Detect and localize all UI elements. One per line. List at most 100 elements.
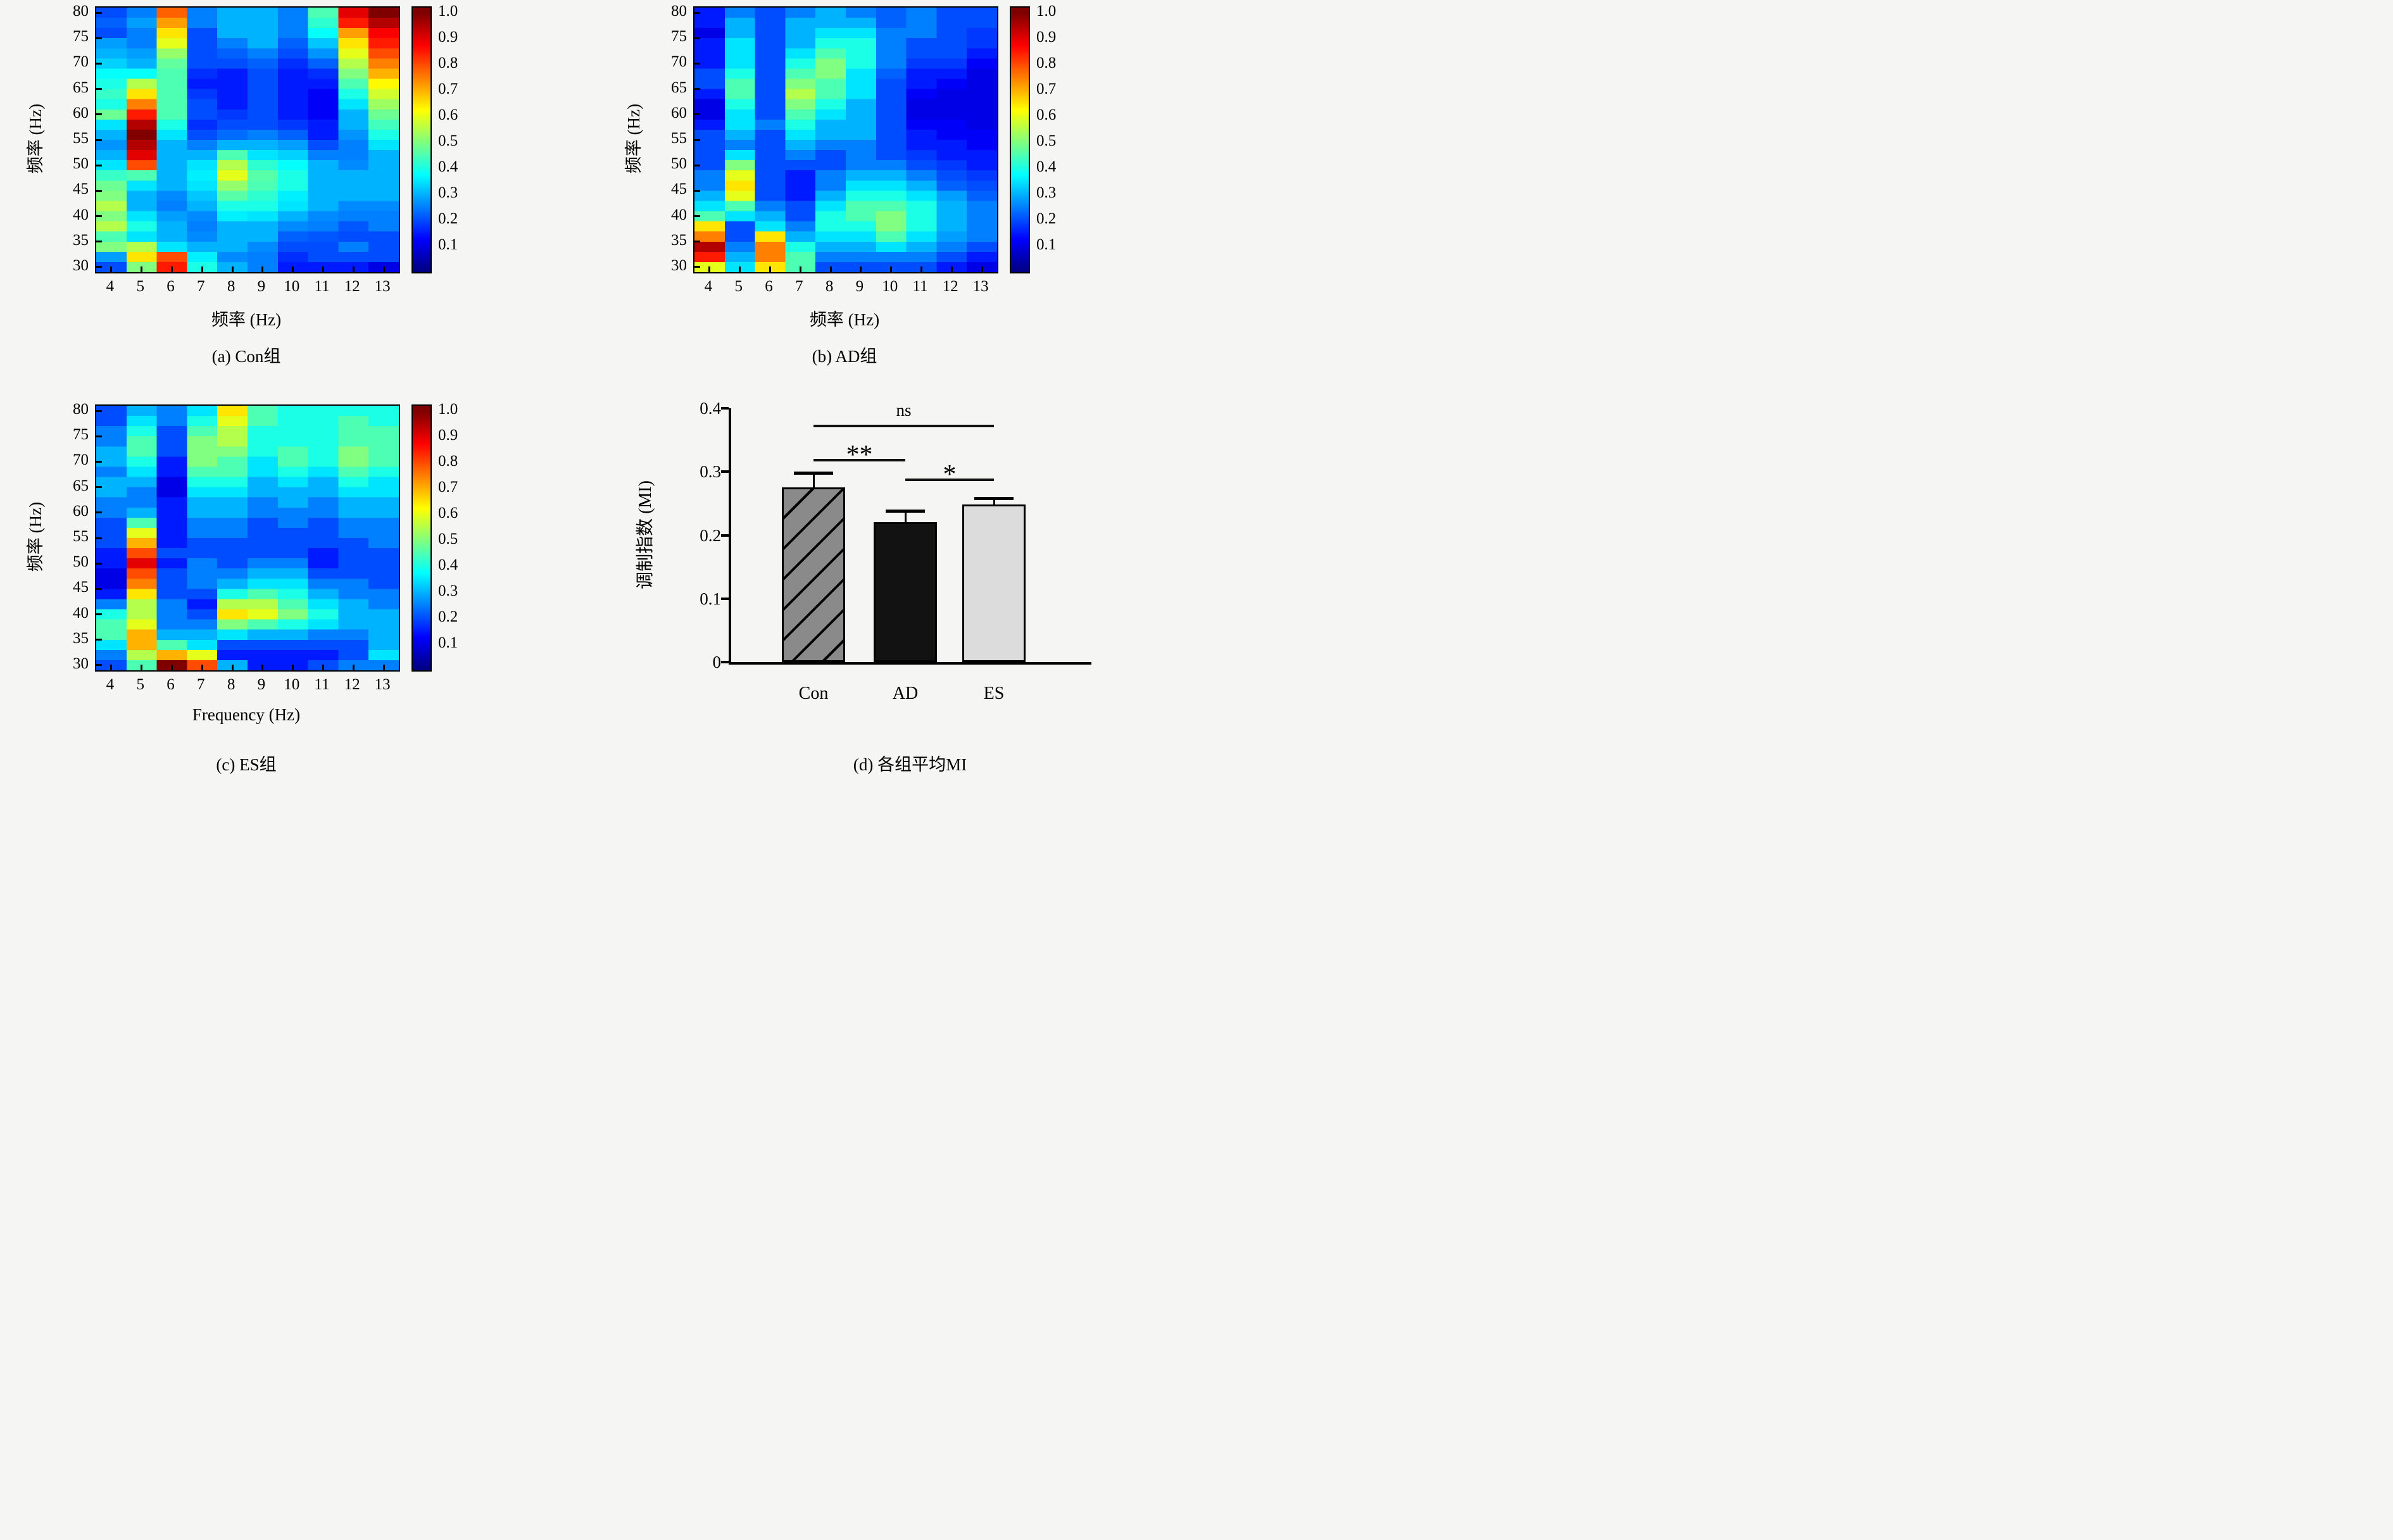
x-tick-mark [382,665,385,670]
y-tick-mark [96,139,102,141]
x-tick-mark [708,266,711,272]
colorbar-tick-label: 0.2 [438,210,458,228]
y-tick-mark [96,460,102,463]
colorbar-tick-label: 0.4 [438,158,458,176]
x-tick-label: 7 [197,676,205,693]
y-tick-mark [721,407,729,410]
colorbar-tick-label: 0.1 [1036,236,1057,254]
x-tick-label: 5 [734,278,743,295]
error-bar-line [904,511,907,523]
y-tick-label: 70 [73,451,89,469]
tick-marks [96,8,399,272]
error-bar-cap [886,510,925,513]
colorbar-tick-label: 1.0 [438,3,458,20]
x-tick-mark [231,665,234,670]
heatmap-canvas [694,8,997,272]
colorbar-tick-label: 0.2 [438,608,458,626]
y-tick-label: 0.2 [700,525,721,545]
y-tick-mark [694,241,700,243]
x-tick-label: 12 [942,278,958,295]
colorbar-tick-label: 0.9 [438,28,458,46]
y-tick-mark [694,266,700,268]
y-tick-mark [694,189,700,192]
category-label-con: Con [798,684,829,703]
bar-ad [874,522,937,662]
colorbar-tick-label: 1.0 [438,401,458,418]
y-tick-label: 70 [671,53,687,71]
colorbar-canvas [413,406,430,670]
colorbar [411,6,432,273]
y-tick-label: 50 [73,155,89,173]
panel-caption: (b) AD组 [812,347,877,366]
panel-con-comodulogram: 频率 (Hz) 80 75 70 65 60 55 50 45 40 35 30 1.0 0.9 0.8… [0,0,598,385]
colorbar-tick-label: 0.4 [1036,158,1057,176]
y-tick-label: 65 [73,477,89,494]
colorbar-tick-label: 0.1 [438,634,458,652]
colorbar-tick-label: 0.3 [1036,184,1057,202]
y-tick-label: 40 [73,206,89,223]
colorbar-canvas [413,8,430,272]
y-tick-mark [96,511,102,514]
y-tick-mark [694,62,700,65]
y-tick-label: 80 [671,3,687,20]
x-tick-mark [890,266,893,272]
x-tick-mark [110,665,113,670]
y-tick-label: 45 [73,180,89,198]
x-tick-mark [950,266,953,272]
x-tick-label: 6 [166,278,175,295]
heatmap-canvas [96,406,399,670]
y-tick-label: 55 [73,528,89,545]
y-tick-mark [721,470,729,473]
colorbar-tick-label: 0.7 [438,80,458,98]
colorbar-tick-label: 0.4 [438,556,458,574]
y-tick-mark [96,11,102,14]
x-axis-label: Frequency (Hz) [192,705,301,724]
bar-plot: ** * ns [721,401,1091,665]
colorbar-tick-label: 0.6 [1036,106,1057,124]
y-tick-label: 45 [73,579,89,596]
x-tick-mark [292,665,294,670]
y-tick-label: 65 [671,78,687,96]
x-tick-label: 13 [374,278,391,295]
panel-ad-comodulogram: 频率 (Hz) 80 75 70 65 60 55 50 45 40 35 30 1.0 0.9 0.8… [598,0,1196,385]
y-tick-labels: 0 0.1 0.2 0.3 0.4 [670,399,721,672]
category-label-es: ES [983,684,1005,703]
y-tick-mark [721,661,729,663]
colorbar-tick-label: 0.3 [438,184,458,202]
colorbar-tick-labels: 1.0 0.9 0.8 0.7 0.6 0.5 0.4 0.3 0.2 0.1 [438,401,489,669]
x-tick-mark [860,266,862,272]
x-tick-mark [292,266,294,272]
y-tick-mark [96,435,102,437]
x-tick-mark [201,266,203,272]
error-bar-cap [794,472,833,475]
heatmap-canvas [96,8,399,272]
colorbar-tick-label: 0.2 [1036,210,1057,228]
colorbar [411,404,432,672]
figure: 频率 (Hz) 80 75 70 65 60 55 50 45 40 35 30 1.0 0.9 0.8… [0,0,1196,774]
x-tick-mark [322,266,324,272]
significance-label: ** [846,441,873,470]
x-tick-mark [739,266,741,272]
heatmap-plot [95,404,400,672]
y-tick-label: 80 [73,401,89,418]
y-tick-label: 60 [671,104,687,122]
y-tick-label: 50 [73,553,89,571]
x-tick-label: 5 [136,278,144,295]
y-tick-mark [96,241,102,243]
y-tick-mark [96,113,102,116]
tick-marks [96,406,399,670]
y-tick-label: 80 [73,3,89,20]
y-tick-labels: 80 75 70 65 60 55 50 45 40 35 30 [49,3,89,274]
y-tick-labels: 80 75 70 65 60 55 50 45 40 35 30 [49,401,89,672]
colorbar-tick-label: 0.9 [438,427,458,444]
y-tick-mark [96,88,102,91]
y-tick-label: 75 [73,426,89,444]
x-tick-label: 13 [374,676,391,693]
y-tick-mark [694,215,700,218]
y-tick-mark [96,537,102,539]
y-tick-label: 55 [671,130,687,147]
y-tick-mark [694,113,700,116]
y-tick-label: 75 [671,28,687,46]
x-tick-label: 11 [912,278,928,295]
error-bar-cap [974,497,1014,501]
